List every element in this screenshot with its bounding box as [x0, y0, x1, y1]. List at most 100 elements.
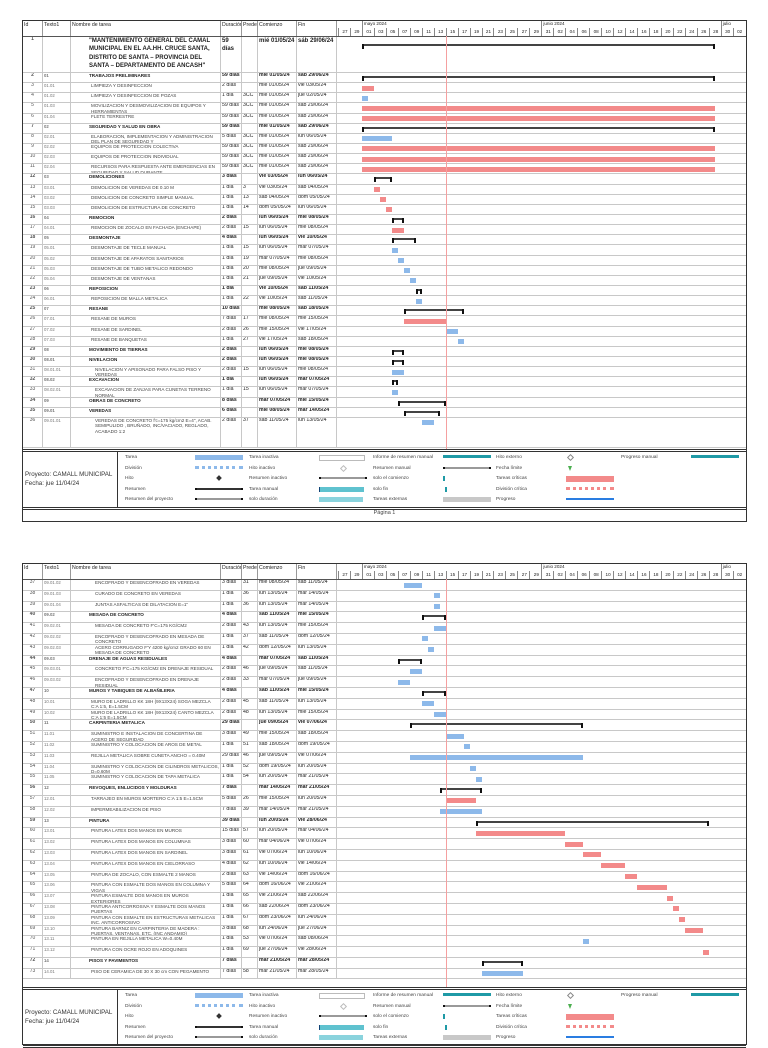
critical-bar[interactable] — [361, 85, 374, 91]
table-row[interactable]: 17 04.01 REMOCION DE ZOCALO EN FACHADA (EN… — [23, 225, 746, 236]
task-bar[interactable] — [409, 278, 416, 284]
table-row[interactable]: 23 06 REPOSICION 1 día vie 10/05/24 sáb 11/05… — [23, 285, 746, 297]
summary-bar[interactable] — [397, 658, 422, 664]
col-name[interactable]: Nombre de tarea — [71, 21, 221, 36]
critical-bar[interactable] — [361, 116, 715, 122]
task-bar[interactable] — [403, 268, 410, 274]
table-row[interactable]: 15 03.03 DEMOLICION DE ESTRUCTURA DE CONCR… — [23, 204, 746, 215]
table-row[interactable]: 3 01.01 LIMPIEZA Y DESINFECCION 2 días mié 0… — [23, 83, 746, 94]
task-bar[interactable] — [361, 136, 392, 142]
task-bar[interactable] — [391, 369, 404, 375]
task-bar[interactable] — [361, 95, 368, 101]
table-row[interactable]: 54 11.04 SUMINISTRO Y COLOCACION DE CILIND… — [23, 763, 746, 775]
summary-bar[interactable] — [391, 217, 404, 223]
summary-bar[interactable] — [391, 238, 416, 244]
task-bar[interactable] — [421, 701, 434, 707]
task-bar[interactable] — [583, 938, 590, 944]
summary-bar[interactable] — [361, 44, 715, 49]
summary-bar[interactable] — [391, 359, 404, 365]
critical-bar[interactable] — [361, 166, 715, 172]
summary-bar[interactable] — [421, 690, 446, 696]
col-start[interactable]: Comienzo — [258, 21, 297, 36]
table-row[interactable]: 2 01 TRABAJOS PRELIMINARES 59 días mié 01/05… — [23, 73, 746, 84]
task-bar[interactable] — [409, 755, 584, 761]
table-row[interactable]: 66 13.07 PINTURA ESMALTE DOS MANOS EN MURO… — [23, 893, 746, 904]
task-bar[interactable] — [391, 247, 398, 253]
table-row[interactable]: 52 11.02 SUMINISTRO Y COLOCACION DE AROS D… — [23, 741, 746, 753]
col-duration[interactable]: Duración — [221, 564, 242, 579]
table-row[interactable]: 64 13.05 PINTURA DE ZOCALO, CON ESMALTE 2 … — [23, 871, 746, 883]
task-bar[interactable] — [433, 712, 446, 718]
table-row[interactable]: 14 03.02 DEMOLICION DE CONCRETO SIMPLE MAN… — [23, 194, 746, 205]
col-predecessors[interactable]: Predecesoras — [242, 564, 258, 579]
col-duration[interactable]: Duración — [221, 21, 242, 36]
task-bar[interactable] — [397, 679, 410, 685]
table-row[interactable]: 71 13.12 PINTURA CON OCRE ROJO EN ADOQUINE… — [23, 947, 746, 958]
critical-bar[interactable] — [666, 895, 673, 901]
col-code[interactable]: Texto1 — [43, 21, 71, 36]
table-row[interactable]: 28 07.03 RESANE DE BANQUETAS 1 día 27 vie 17/… — [23, 336, 746, 347]
table-row[interactable]: 30 08.01 NIVELACION 2 días lun 06/05/24 mié 0… — [23, 356, 746, 368]
table-row[interactable]: 25 07 RESANE 10 días mié 08/05/24 sáb 18/05/2… — [23, 306, 746, 317]
table-row[interactable]: 47 10 MUROS Y TABIQUES DE ALBAÑILERIA 4 día… — [23, 687, 746, 699]
summary-bar[interactable] — [361, 76, 715, 81]
summary-bar[interactable] — [403, 309, 464, 315]
task-bar[interactable] — [433, 593, 440, 599]
critical-bar[interactable] — [678, 917, 685, 923]
critical-bar[interactable] — [672, 906, 679, 912]
summary-bar[interactable] — [397, 400, 446, 406]
table-row[interactable]: 27 07.02 RESANE DE SARDINEL 2 días 26 mié 15/… — [23, 326, 746, 337]
summary-bar[interactable] — [439, 788, 482, 794]
table-row[interactable]: 55 11.05 SUMINISTRO Y COLOCACION DE TAPA M… — [23, 774, 746, 786]
task-bar[interactable] — [457, 339, 464, 345]
summary-bar[interactable] — [391, 380, 398, 386]
table-row[interactable]: 46 09.03.02 ENCOFRADO Y DESENCOFRADO EN DR… — [23, 677, 746, 688]
table-row[interactable]: 33 08.02.01 EXCAVACION DE ZANJAS PARA CUNE… — [23, 387, 746, 398]
summary-bar[interactable] — [373, 177, 392, 183]
table-row[interactable]: 6 01.04 FLETE TERRESTRE 59 días 3CC mié 01/05… — [23, 113, 746, 124]
table-row[interactable]: 44 09.03 DRENAJE DE AGUAS RESIDUALES 4 días… — [23, 655, 746, 667]
table-row[interactable]: 18 05 DESMONTAJE 4 días lun 06/05/24 vie 10/0… — [23, 235, 746, 246]
table-row[interactable]: 39 09.01.04 JUNTAS ASFALTICAS DE DILATACIO… — [23, 601, 746, 613]
critical-bar[interactable] — [361, 146, 715, 152]
table-row[interactable]: 12 03 DEMOLICIONES 3 días vie 03/05/24 lun 06… — [23, 174, 746, 185]
table-row[interactable]: 4 01.02 LIMPIEZA Y DESINFECCION DE POZAS 1 … — [23, 93, 746, 104]
col-start[interactable]: Comienzo — [258, 564, 297, 579]
table-row[interactable]: 61 13.02 PINTURA LATEX DOS MANOS EN COLUMN… — [23, 839, 746, 850]
table-row[interactable]: 7 02 SEGURIDAD Y SALUD EN OBRA 59 días mié 0… — [23, 123, 746, 134]
table-row[interactable]: 67 13.08 PINTURA ANTICORROSIVA Y ESMALTE D… — [23, 903, 746, 915]
critical-bar[interactable] — [361, 156, 715, 162]
summary-bar[interactable] — [391, 349, 404, 355]
critical-bar[interactable] — [445, 798, 476, 804]
summary-bar[interactable] — [481, 960, 524, 966]
task-bar[interactable] — [433, 625, 446, 631]
critical-bar[interactable] — [475, 830, 566, 836]
table-row[interactable]: 42 09.02.02 ENCOFRADO Y DESENCOFRADO EN ME… — [23, 633, 746, 645]
table-row[interactable]: 53 11.03 REJILLA METALICA SOBRE CUNETA ANC… — [23, 752, 746, 764]
table-row[interactable]: 10 02.03 EQUIPOS DE PROTECCION INDIVIDUAL 5… — [23, 154, 746, 165]
summary-bar[interactable] — [403, 410, 440, 416]
table-row[interactable]: 63 13.04 PINTURA LATEX DOS MANOS EN CIELOR… — [23, 860, 746, 872]
table-row[interactable]: 9 02.02 EQUIPOS DE PROTECCION COLECTIVA 59 … — [23, 143, 746, 155]
table-row[interactable]: 58 12.02 IMPERMEABILIZACION DE PISO 7 días 3… — [23, 806, 746, 818]
critical-bar[interactable] — [625, 874, 637, 880]
task-bar[interactable] — [475, 776, 482, 782]
col-predecessors[interactable]: Predecesoras — [242, 21, 258, 36]
table-row[interactable]: 65 13.06 PINTURA CON ESMALTE DOS MANOS EN … — [23, 882, 746, 894]
table-row[interactable]: 73 14.01 PISO DE CERAMICA DE 30 X 30 cm CO… — [23, 968, 746, 980]
table-row[interactable]: 51 11.01 SUMINISTRO E INSTALACION DE CONCE… — [23, 731, 746, 742]
summary-bar[interactable] — [361, 126, 715, 132]
col-code[interactable]: Texto1 — [43, 564, 71, 579]
task-bar[interactable] — [445, 329, 458, 335]
table-row[interactable]: 32 08.02 EXCAVACION 1 día lun 06/05/24 mar 07… — [23, 377, 746, 388]
col-name[interactable]: Nombre de tarea — [71, 564, 221, 579]
table-row[interactable]: 48 10.01 MURO DE LADRILLO KK 18H (9X13X24)… — [23, 698, 746, 710]
table-row[interactable]: 41 09.02.01 MESADA DE CONCRETO F'C=175 KG/… — [23, 623, 746, 634]
critical-bar[interactable] — [601, 863, 626, 869]
critical-bar[interactable] — [403, 318, 446, 324]
table-row[interactable]: 49 10.02 MURO DE LADRILLO KK 18H (9X13X24)… — [23, 709, 746, 721]
critical-bar[interactable] — [361, 105, 715, 111]
critical-bar[interactable] — [373, 187, 380, 193]
table-row[interactable]: 43 09.02.03 ACERO CORRUGADO F'Y 4200 kg/cm… — [23, 644, 746, 656]
